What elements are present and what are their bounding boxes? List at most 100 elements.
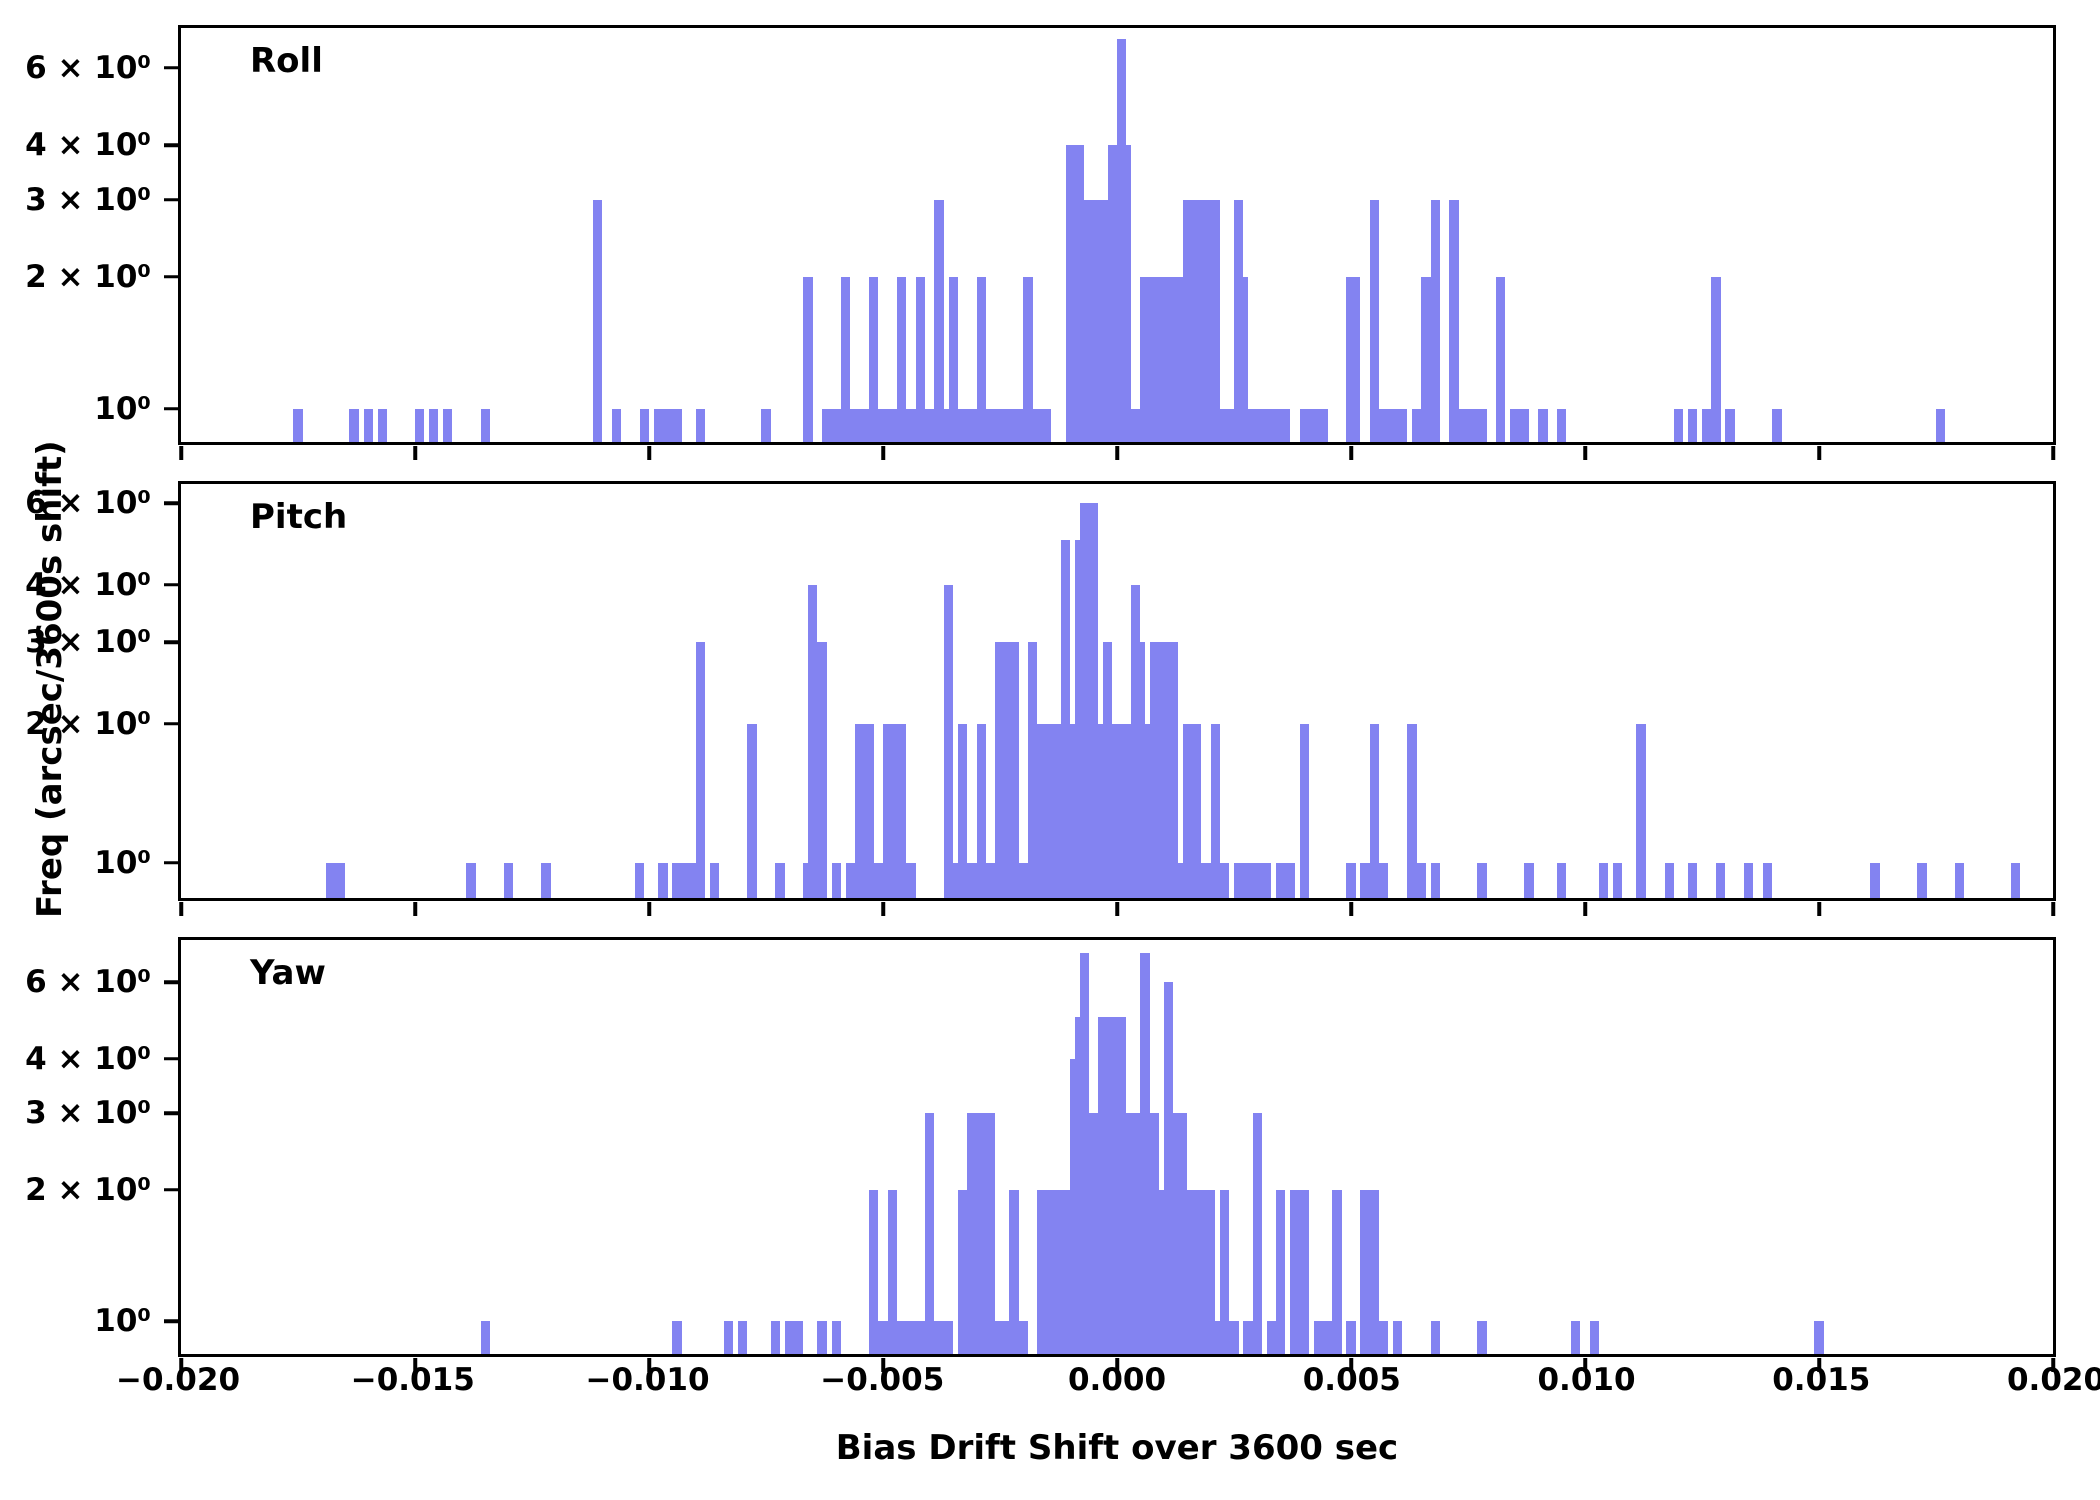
histogram-bar [1140,953,1150,1354]
histogram-bar [1271,408,1281,442]
histogram-bar [1772,408,1782,442]
histogram-bar [415,408,425,442]
histogram-bar [1477,408,1487,442]
histogram-bar [1000,642,1010,898]
histogram-bar [873,862,883,898]
histogram-bar [897,1321,907,1354]
histogram-bar [1510,408,1520,442]
histogram-bar [429,408,439,442]
histogram-bar [817,1321,827,1354]
histogram-bar [1711,276,1721,442]
histogram-bar [831,1321,841,1354]
y-tick [163,1319,178,1323]
x-tick [2051,1357,2055,1372]
histogram-bar [934,1321,944,1354]
histogram-bar [985,862,996,898]
y-tick-label: 4 × 10⁰ [25,1040,151,1077]
y-tick [163,198,178,202]
histogram-bar [883,723,893,898]
histogram-bar [1009,1189,1019,1354]
y-tick-label: 2 × 10⁰ [25,1171,151,1208]
histogram-bar [878,408,888,442]
histogram-bar [1182,723,1192,898]
yaw-histogram-panel: 10⁰ 2 × 10⁰ 3 × 10⁰ 4 × 10⁰ 6 × 10⁰ Yaw [25,937,2056,1372]
histogram-bar [1725,408,1735,442]
y-tick [163,1188,178,1192]
histogram-bar [1173,276,1183,442]
histogram-bar [1477,1321,1487,1354]
histogram-bar [1280,408,1291,442]
histogram-bar [1018,1321,1029,1354]
histogram-bar [1430,862,1440,898]
y-tick [163,582,178,587]
histogram-bar [672,408,682,442]
histogram-bar [878,1321,888,1354]
histogram-bar [1299,723,1309,898]
histogram-bar [1070,1058,1080,1354]
histogram-bar [1936,408,1946,442]
histogram-bar [1000,1321,1010,1354]
x-tick [413,1357,417,1372]
histogram-bar [1416,862,1426,898]
histogram-bar [1210,199,1220,442]
histogram-bar [1332,1189,1342,1354]
histogram-bar [1252,1113,1263,1354]
x-tick-label: 0.020 [2006,1362,2100,1398]
histogram-bar [868,276,879,442]
x-tick [1115,445,1119,460]
histogram-bar [985,1113,996,1354]
histogram-bar [1070,723,1080,898]
histogram-bar [747,723,757,898]
histogram-bar [681,862,692,898]
y-tick-label: 3 × 10⁰ [25,624,151,661]
histogram-bar [943,584,954,898]
histogram-bar [1673,408,1684,442]
histogram-bar [1140,276,1150,442]
y-tick-label: 2 × 10⁰ [25,705,151,742]
histogram-bar [326,862,336,898]
histogram-bar [1187,1189,1197,1354]
histogram-bar [1276,862,1286,898]
histogram-bar [1243,862,1253,898]
x-axis-title: Bias Drift Shift over 3600 sec [835,1428,1399,1468]
histogram-bar [1173,862,1183,898]
x-tick [2051,901,2055,916]
histogram-bar [1702,408,1712,442]
histogram-bar [906,1321,916,1354]
x-tick-label: −0.020 [115,1362,241,1398]
x-axis-tick-labels: −0.020 −0.015 −0.010 −0.005 0.000 0.005 0.010 0… [116,1362,2100,1412]
y-tick-label: 4 × 10⁰ [25,127,151,164]
histogram-bar [1744,862,1754,898]
histogram-bar [1168,642,1178,898]
histogram-bar [1570,1321,1581,1354]
histogram-bar [1051,723,1061,898]
histogram-bar [845,862,855,898]
x-tick [179,445,183,460]
y-tick [163,980,178,984]
y-tick-label: 10⁰ [94,844,151,881]
histogram-bar [934,199,944,442]
histogram-bar [658,862,668,898]
histogram-bar [1379,862,1389,898]
histogram-bar [1524,862,1534,898]
histogram-bar [1716,862,1726,898]
histogram-bar [1262,408,1272,442]
histogram-bar [1149,276,1160,442]
histogram-bar [1149,1113,1160,1354]
histogram-bar [377,408,387,442]
histogram-bar [1107,145,1117,442]
histogram-bar [1219,1189,1230,1354]
histogram-bar [1131,408,1141,442]
x-tick [1583,1357,1587,1372]
histogram-bar [943,1321,954,1354]
histogram-bar [794,1321,804,1354]
histogram-bar [592,199,603,442]
histogram-bar [1599,862,1609,898]
histogram-bar [985,408,996,442]
x-tick [1349,901,1353,916]
histogram-bar [1379,408,1389,442]
x-tick [1349,1357,1353,1372]
histogram-bar [1290,1189,1300,1354]
histogram-bar [1468,408,1478,442]
